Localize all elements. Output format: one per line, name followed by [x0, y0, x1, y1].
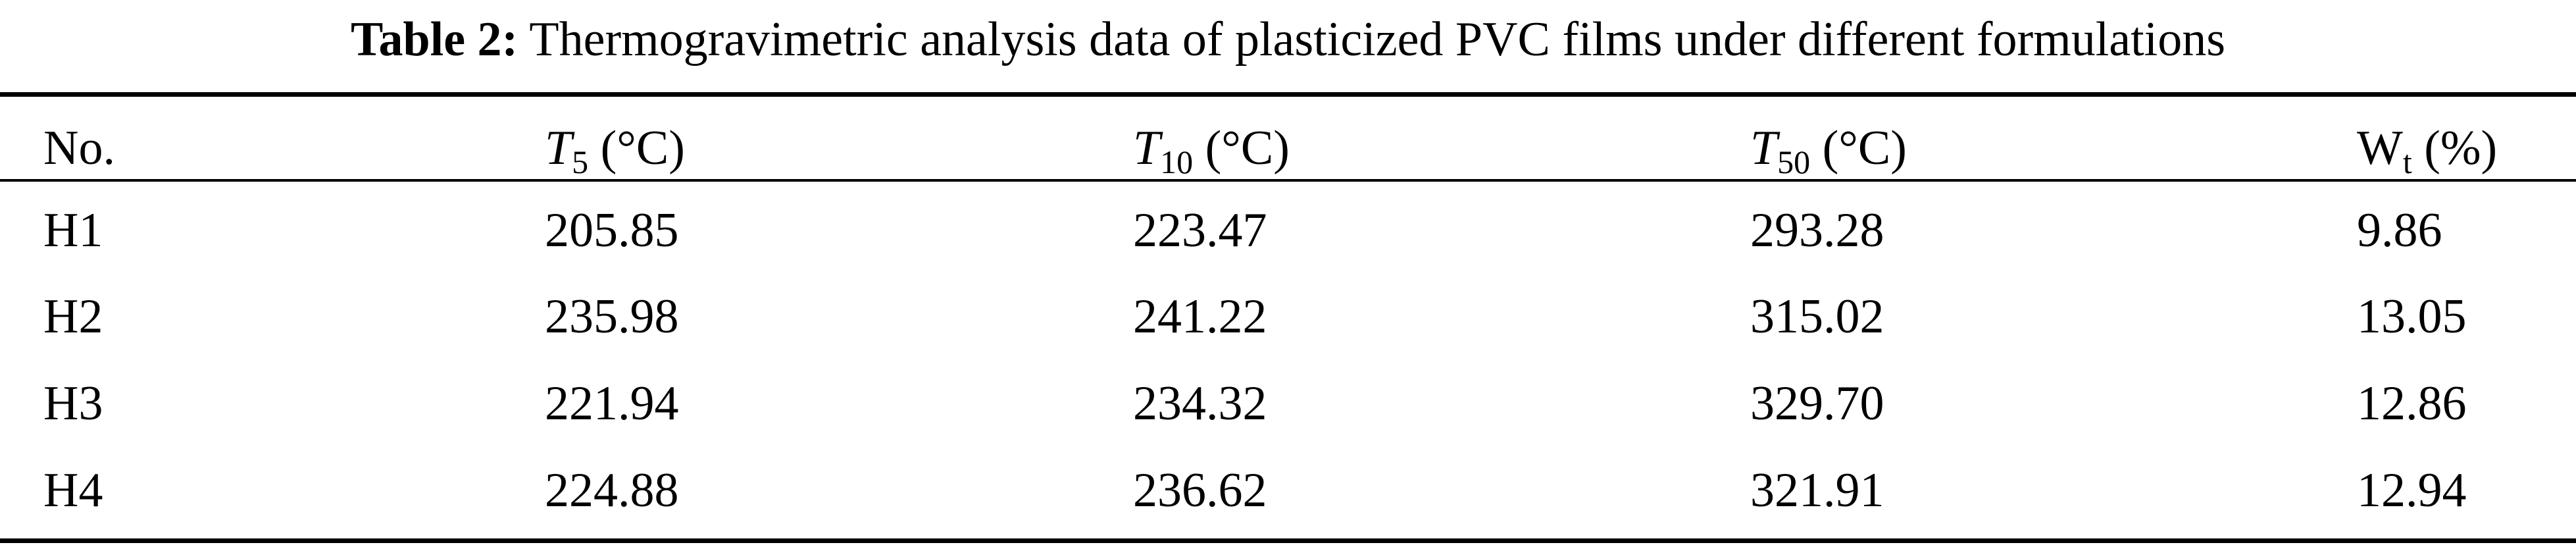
cell-t5: 224.88: [545, 463, 679, 517]
header-t50-subscript: 50: [1777, 143, 1811, 180]
header-wt-symbol: W: [2357, 121, 2403, 175]
header-t10-unit: (°C): [1193, 121, 1290, 175]
caption-label: Table 2:: [350, 13, 518, 66]
cell-wt: 12.94: [2357, 463, 2467, 517]
header-wt: Wt (%): [2357, 112, 2497, 184]
header-t5-subscript: 5: [572, 143, 589, 180]
header-wt-subscript: t: [2402, 143, 2412, 180]
header-t5: T5 (°C): [545, 112, 685, 184]
cell-t10: 234.32: [1133, 377, 1267, 430]
cell-sample: H3: [43, 377, 103, 430]
cell-t5: 235.98: [545, 290, 679, 344]
table-header-row: No. T5 (°C) T10 (°C) T50 (°C) Wt (%): [0, 112, 2576, 184]
header-t5-unit: (°C): [588, 121, 685, 175]
cell-sample: H4: [43, 463, 103, 517]
table-caption: Table 2: Thermogravimetric analysis data…: [0, 0, 2576, 79]
cell-sample: H2: [43, 290, 103, 344]
header-t10: T10 (°C): [1133, 112, 1290, 184]
header-rule: [0, 179, 2576, 182]
cell-t50: 321.91: [1750, 463, 1884, 517]
table-row: H2 235.98 241.22 315.02 13.05: [0, 280, 2576, 353]
header-t10-subscript: 10: [1160, 143, 1194, 180]
cell-t50: 329.70: [1750, 377, 1884, 430]
header-no-label: No.: [43, 121, 115, 175]
table-row: H4 224.88 236.62 321.91 12.94: [0, 454, 2576, 527]
bottom-rule: [0, 538, 2576, 543]
caption-text: Thermogravimetric analysis data of plast…: [529, 13, 2226, 66]
cell-wt: 13.05: [2357, 290, 2467, 344]
header-wt-unit: (%): [2412, 121, 2498, 175]
cell-t50: 293.28: [1750, 203, 1884, 257]
cell-sample: H1: [43, 203, 103, 257]
cell-t50: 315.02: [1750, 290, 1884, 344]
table-row: H3 221.94 234.32 329.70 12.86: [0, 367, 2576, 440]
header-t10-symbol: T: [1133, 121, 1161, 175]
cell-t10: 236.62: [1133, 463, 1267, 517]
cell-t5: 221.94: [545, 377, 679, 430]
cell-t10: 223.47: [1133, 203, 1267, 257]
header-t50-unit: (°C): [1810, 121, 1907, 175]
header-t50-symbol: T: [1750, 121, 1778, 175]
header-no: No.: [43, 112, 115, 184]
top-rule: [0, 92, 2576, 97]
cell-wt: 12.86: [2357, 377, 2467, 430]
header-t5-symbol: T: [545, 121, 572, 175]
cell-wt: 9.86: [2357, 203, 2442, 257]
cell-t10: 241.22: [1133, 290, 1267, 344]
table-row: H1 205.85 223.47 293.28 9.86: [0, 194, 2576, 267]
header-t50: T50 (°C): [1750, 112, 1907, 184]
cell-t5: 205.85: [545, 203, 679, 257]
